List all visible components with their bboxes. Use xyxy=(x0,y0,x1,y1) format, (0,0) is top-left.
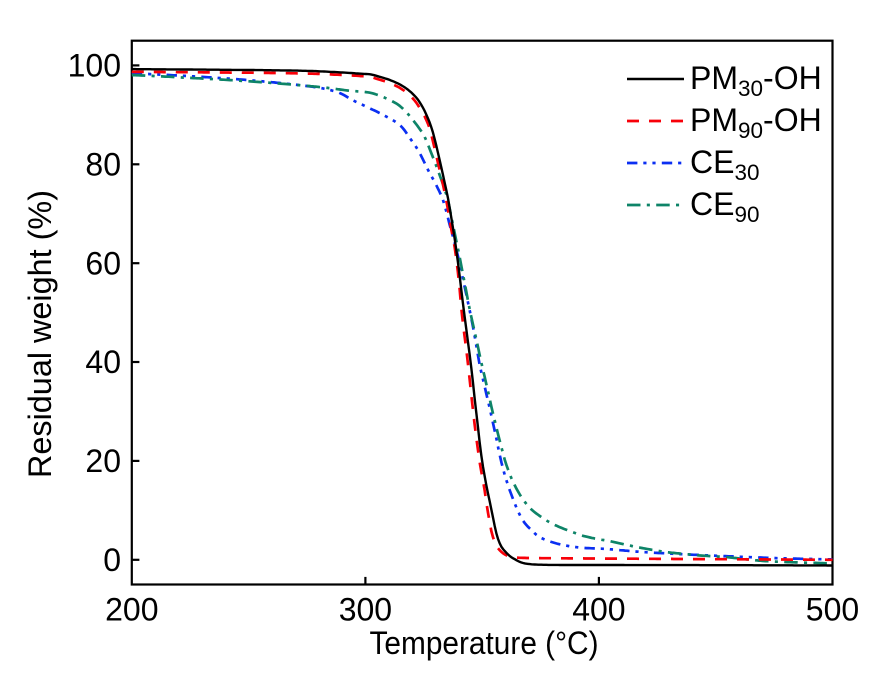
svg-text:200: 200 xyxy=(105,592,158,628)
svg-text:Residual weight (%): Residual weight (%) xyxy=(22,190,58,478)
svg-text:100: 100 xyxy=(68,48,121,84)
svg-text:400: 400 xyxy=(572,592,625,628)
svg-text:500: 500 xyxy=(806,592,859,628)
svg-text:PM90-OH: PM90-OH xyxy=(690,102,822,143)
svg-text:0: 0 xyxy=(103,542,121,578)
svg-text:20: 20 xyxy=(85,443,121,479)
svg-text:CE90: CE90 xyxy=(690,186,759,227)
svg-text:300: 300 xyxy=(339,592,392,628)
svg-text:Temperature (°C): Temperature (°C) xyxy=(370,625,599,661)
svg-text:40: 40 xyxy=(85,344,121,380)
svg-text:80: 80 xyxy=(85,147,121,183)
svg-text:60: 60 xyxy=(85,245,121,281)
